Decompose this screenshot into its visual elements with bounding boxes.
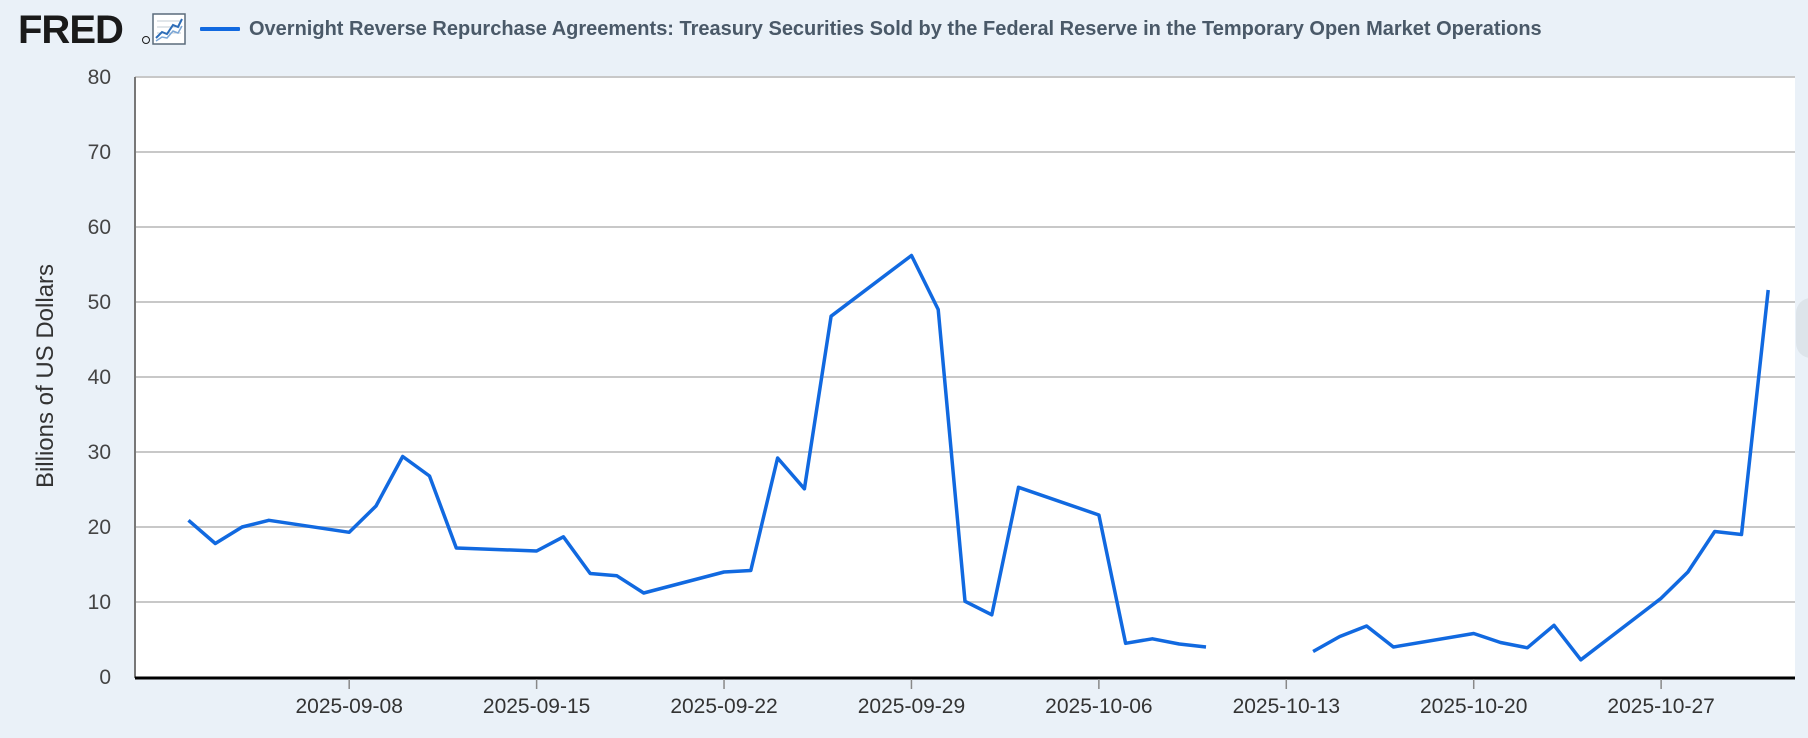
graph-header: FRED Overnight Reverse Repurchase Agreem…: [0, 0, 1808, 58]
y-tick-label: 70: [88, 141, 111, 164]
data-point: [587, 571, 593, 577]
y-tick-label: 30: [88, 441, 111, 464]
data-point: [748, 568, 754, 574]
x-tick-label: 2025-10-06: [1045, 695, 1152, 718]
data-point: [1390, 644, 1396, 650]
data-point: [1337, 634, 1343, 640]
fred-logo[interactable]: FRED: [18, 8, 124, 52]
data-point: [346, 529, 352, 535]
data-point: [1471, 631, 1477, 637]
data-point: [1176, 641, 1182, 647]
data-point: [1310, 649, 1316, 655]
data-point: [1149, 636, 1155, 642]
data-point: [775, 455, 781, 461]
series-line: [1312, 289, 1770, 662]
data-point: [721, 569, 727, 575]
data-point: [909, 253, 915, 259]
data-point: [1203, 644, 1209, 650]
data-point: [1364, 623, 1370, 629]
data-point: [935, 307, 941, 313]
legend-series-label: Overnight Reverse Repurchase Agreements:…: [249, 17, 1542, 40]
data-point: [239, 524, 245, 530]
y-tick-label: 20: [88, 516, 111, 539]
x-tick-label: 2025-10-27: [1607, 695, 1714, 718]
data-point: [1096, 512, 1102, 518]
y-tick-label: 60: [88, 216, 111, 239]
data-point: [534, 548, 540, 554]
data-point: [1712, 529, 1718, 535]
series-line: [187, 253, 1207, 649]
data-point: [989, 612, 995, 618]
y-tick-labels: 0 10 20 30 40 50 60 70 80: [88, 66, 111, 689]
axes: [134, 77, 1795, 689]
data-point: [212, 541, 218, 547]
data-point: [186, 517, 192, 523]
x-tick-labels: 2025-09-08 2025-09-15 2025-09-22 2025-09-29…: [295, 695, 1714, 718]
data-point: [373, 503, 379, 509]
data-point: [560, 534, 566, 540]
legend[interactable]: Overnight Reverse Repurchase Agreements:…: [200, 16, 1542, 42]
data-point: [1016, 484, 1022, 490]
data-point: [1551, 622, 1557, 628]
data-point: [1658, 595, 1664, 601]
y-tick-label: 50: [88, 291, 111, 314]
data-point: [614, 573, 620, 579]
registered-mark-icon: [142, 36, 150, 44]
data-point: [266, 517, 272, 523]
data-point: [1524, 645, 1530, 651]
y-axis-label: Billions of US Dollars: [32, 263, 59, 489]
x-tick-label: 2025-10-20: [1420, 695, 1527, 718]
data-point: [427, 473, 433, 479]
data-point: [1578, 657, 1584, 663]
data-point: [1765, 287, 1771, 293]
grid-lines: [135, 76, 1795, 603]
chart-nav-handle[interactable]: [1796, 298, 1808, 358]
legend-swatch: [200, 27, 240, 31]
y-tick-label: 80: [88, 66, 111, 89]
x-tick-label: 2025-09-15: [483, 695, 590, 718]
data-point: [641, 590, 647, 596]
y-tick-label: 10: [88, 591, 111, 614]
y-tick-label: 40: [88, 366, 111, 389]
data-point: [453, 545, 459, 551]
data-point: [1739, 532, 1745, 538]
data-point: [1498, 640, 1504, 646]
data-point: [828, 313, 834, 319]
data-point: [801, 486, 807, 492]
data-point: [962, 598, 968, 604]
y-tick-label: 0: [99, 666, 111, 689]
x-tick-label: 2025-09-22: [670, 695, 777, 718]
x-tick-label: 2025-09-29: [858, 695, 965, 718]
x-tick-label: 2025-10-13: [1233, 695, 1340, 718]
data-point: [1685, 569, 1691, 575]
data-point: [1123, 640, 1129, 646]
data-point: [400, 454, 406, 460]
x-tick-label: 2025-09-08: [295, 695, 402, 718]
line-chart-icon[interactable]: [152, 13, 186, 45]
series-layer: [186, 253, 1771, 663]
